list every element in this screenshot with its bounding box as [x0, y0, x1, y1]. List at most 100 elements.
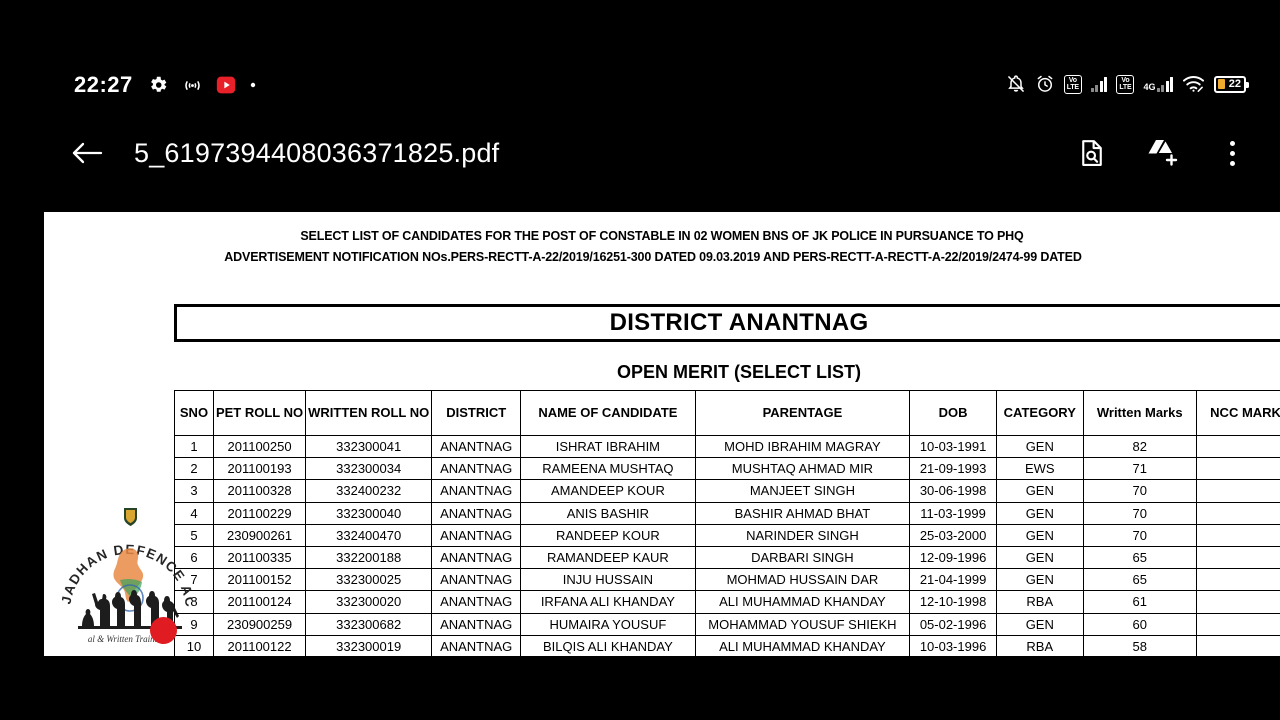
cell-parentage: DARBARI SINGH	[694, 545, 911, 570]
cell-name: ANIS BASHIR	[520, 501, 696, 525]
table-row: 6 201100335 332200188 ANANTNAG RAMANDEEP KAU…	[174, 545, 1280, 570]
cell-district: ANANTNAG	[431, 501, 522, 525]
back-arrow-icon	[72, 142, 103, 164]
cell-ncc-marks	[1195, 434, 1280, 459]
merit-table-body: 1 201100250 332300041 ANANTNAG ISHRAT IBRAHI…	[174, 434, 1280, 656]
cell-dob: 10-03-1991	[909, 434, 997, 459]
cell-pet-roll-no: 201100335	[212, 545, 307, 570]
cell-sno: 2	[174, 457, 214, 481]
notifications-muted-icon	[1006, 74, 1026, 94]
cell-pet-roll-no: 201100122	[212, 634, 307, 656]
column-header-dob: DOB	[909, 390, 997, 436]
cell-pet-roll-no: 201100193	[212, 457, 307, 481]
table-row: 3 201100328 332400232 ANANTNAG AMANDEEP KOUR…	[174, 479, 1280, 503]
cell-district: ANANTNAG	[431, 634, 522, 656]
cell-written-marks: 82	[1082, 434, 1197, 459]
signal-bars-icon	[1090, 76, 1108, 92]
cell-written-marks: 65	[1082, 545, 1197, 570]
svg-text:JADHAN DEFENCE ACADEMY: JADHAN DEFENCE ACADEMY	[62, 502, 192, 609]
overflow-menu-icon[interactable]	[1212, 133, 1252, 173]
cell-sno: 8	[174, 590, 214, 614]
cell-written-roll-no: 332300682	[305, 612, 433, 636]
cell-dob: 30-06-1998	[909, 479, 997, 503]
cell-parentage: ALI MUHAMMAD KHANDAY	[694, 634, 911, 656]
cell-written-marks: 65	[1082, 568, 1197, 592]
pdf-viewport[interactable]: SELECT LIST OF CANDIDATES FOR THE POST O…	[0, 186, 1280, 656]
cell-ncc-marks	[1195, 612, 1280, 636]
app-bar: 5_6197394408036371825.pdf	[0, 120, 1280, 186]
cell-category: GEN	[995, 545, 1084, 570]
cell-name: INJU HUSSAIN	[520, 568, 696, 592]
status-bar-right: Vo LTE Vo LTE 4G 22	[1006, 74, 1249, 94]
table-row: 5 230900261 332400470 ANANTNAG RANDEEP KOUR N…	[174, 523, 1280, 547]
cell-written-roll-no: 332300020	[305, 590, 433, 614]
volte-icon: Vo LTE	[1063, 74, 1082, 94]
cell-written-roll-no: 332300041	[305, 434, 433, 459]
merit-subtitle: OPEN MERIT (SELECT LIST)	[616, 362, 861, 382]
cell-district: ANANTNAG	[431, 590, 522, 614]
cell-written-roll-no: 332300025	[305, 568, 433, 592]
cell-ncc-marks	[1195, 501, 1280, 525]
cell-written-marks: 61	[1082, 590, 1197, 614]
cell-dob: 05-02-1996	[909, 612, 997, 636]
cell-written-roll-no: 332200188	[305, 545, 433, 570]
district-title-box: DISTRICT ANANTNAG	[174, 304, 1280, 342]
cell-ncc-marks	[1195, 590, 1280, 614]
pdf-page[interactable]: SELECT LIST OF CANDIDATES FOR THE POST O…	[44, 212, 1280, 656]
save-to-drive-icon[interactable]	[1142, 133, 1182, 173]
column-header-written-marks: Written Marks	[1082, 390, 1197, 436]
cell-parentage: MOHAMMAD YOUSUF SHIEKH	[694, 612, 911, 636]
cell-ncc-marks	[1195, 523, 1280, 547]
cell-category: EWS	[995, 457, 1084, 481]
cell-pet-roll-no: 201100250	[212, 434, 307, 459]
find-in-document-icon[interactable]	[1072, 133, 1112, 173]
cell-category: RBA	[995, 634, 1084, 656]
cell-written-roll-no: 332400232	[305, 479, 433, 503]
battery-percent: 22	[1228, 78, 1241, 90]
document-header-line-1: SELECT LIST OF CANDIDATES FOR THE POST O…	[300, 229, 1024, 243]
cell-sno: 7	[174, 568, 214, 592]
battery-icon: 22	[1214, 75, 1249, 93]
cell-pet-roll-no: 201100152	[212, 568, 307, 592]
table-row: 8 201100124 332300020 ANANTNAG IRFANA ALI KH…	[174, 590, 1280, 614]
table-row: 10 201100122 332300019 ANANTNAG BILQIS ALI K…	[174, 634, 1280, 656]
cell-pet-roll-no: 230900261	[212, 523, 307, 547]
cell-name: BILQIS ALI KHANDAY	[520, 634, 696, 656]
cell-category: GEN	[995, 568, 1084, 592]
cell-category: RBA	[995, 590, 1084, 614]
cell-name: RANDEEP KOUR	[520, 523, 696, 547]
cell-dob: 25-03-2000	[909, 523, 997, 547]
cell-parentage: MUSHTAQ AHMAD MIR	[694, 457, 911, 481]
cell-written-marks: 58	[1082, 634, 1197, 656]
column-header-written-roll-no: WRITTEN ROLL NO	[305, 390, 433, 436]
column-header-district: DISTRICT	[431, 390, 522, 436]
table-row: 4 201100229 332300040 ANANTNAG ANIS BASHIR BA…	[174, 501, 1280, 525]
cell-sno: 6	[174, 545, 214, 570]
wifi-icon	[1182, 75, 1205, 93]
document-header-line-2: ADVERTISEMENT NOTIFICATION NOs.PERS-RECT…	[224, 250, 1082, 264]
cell-ncc-marks	[1195, 457, 1280, 481]
4g-signal-icon: 4G	[1143, 76, 1173, 92]
cell-category: GEN	[995, 434, 1084, 459]
cell-sno: 1	[174, 434, 214, 459]
cell-written-marks: 70	[1082, 501, 1197, 525]
cell-category: GEN	[995, 523, 1084, 547]
table-row: 2 201100193 332300034 ANANTNAG RAMEENA MUSHT…	[174, 457, 1280, 481]
cell-sno: 4	[174, 501, 214, 525]
back-button[interactable]	[60, 126, 114, 180]
gear-icon	[147, 74, 169, 96]
cell-district: ANANTNAG	[431, 545, 522, 570]
status-bar: 22:27	[0, 0, 1280, 120]
cell-ncc-marks	[1195, 568, 1280, 592]
district-title: DISTRICT ANANTNAG	[609, 309, 869, 336]
cell-written-roll-no: 332400470	[305, 523, 433, 547]
cell-written-roll-no: 332300019	[305, 634, 433, 656]
cell-name: IRFANA ALI KHANDAY	[520, 590, 696, 614]
column-header-pet-roll-no: PET ROLL NO	[212, 390, 307, 436]
cell-category: GEN	[995, 501, 1084, 525]
cell-name: HUMAIRA YOUSUF	[520, 612, 696, 636]
cell-dob: 10-03-1996	[909, 634, 997, 656]
cell-parentage: ALI MUHAMMAD KHANDAY	[694, 590, 911, 614]
column-header-name: NAME OF CANDIDATE	[520, 390, 696, 436]
